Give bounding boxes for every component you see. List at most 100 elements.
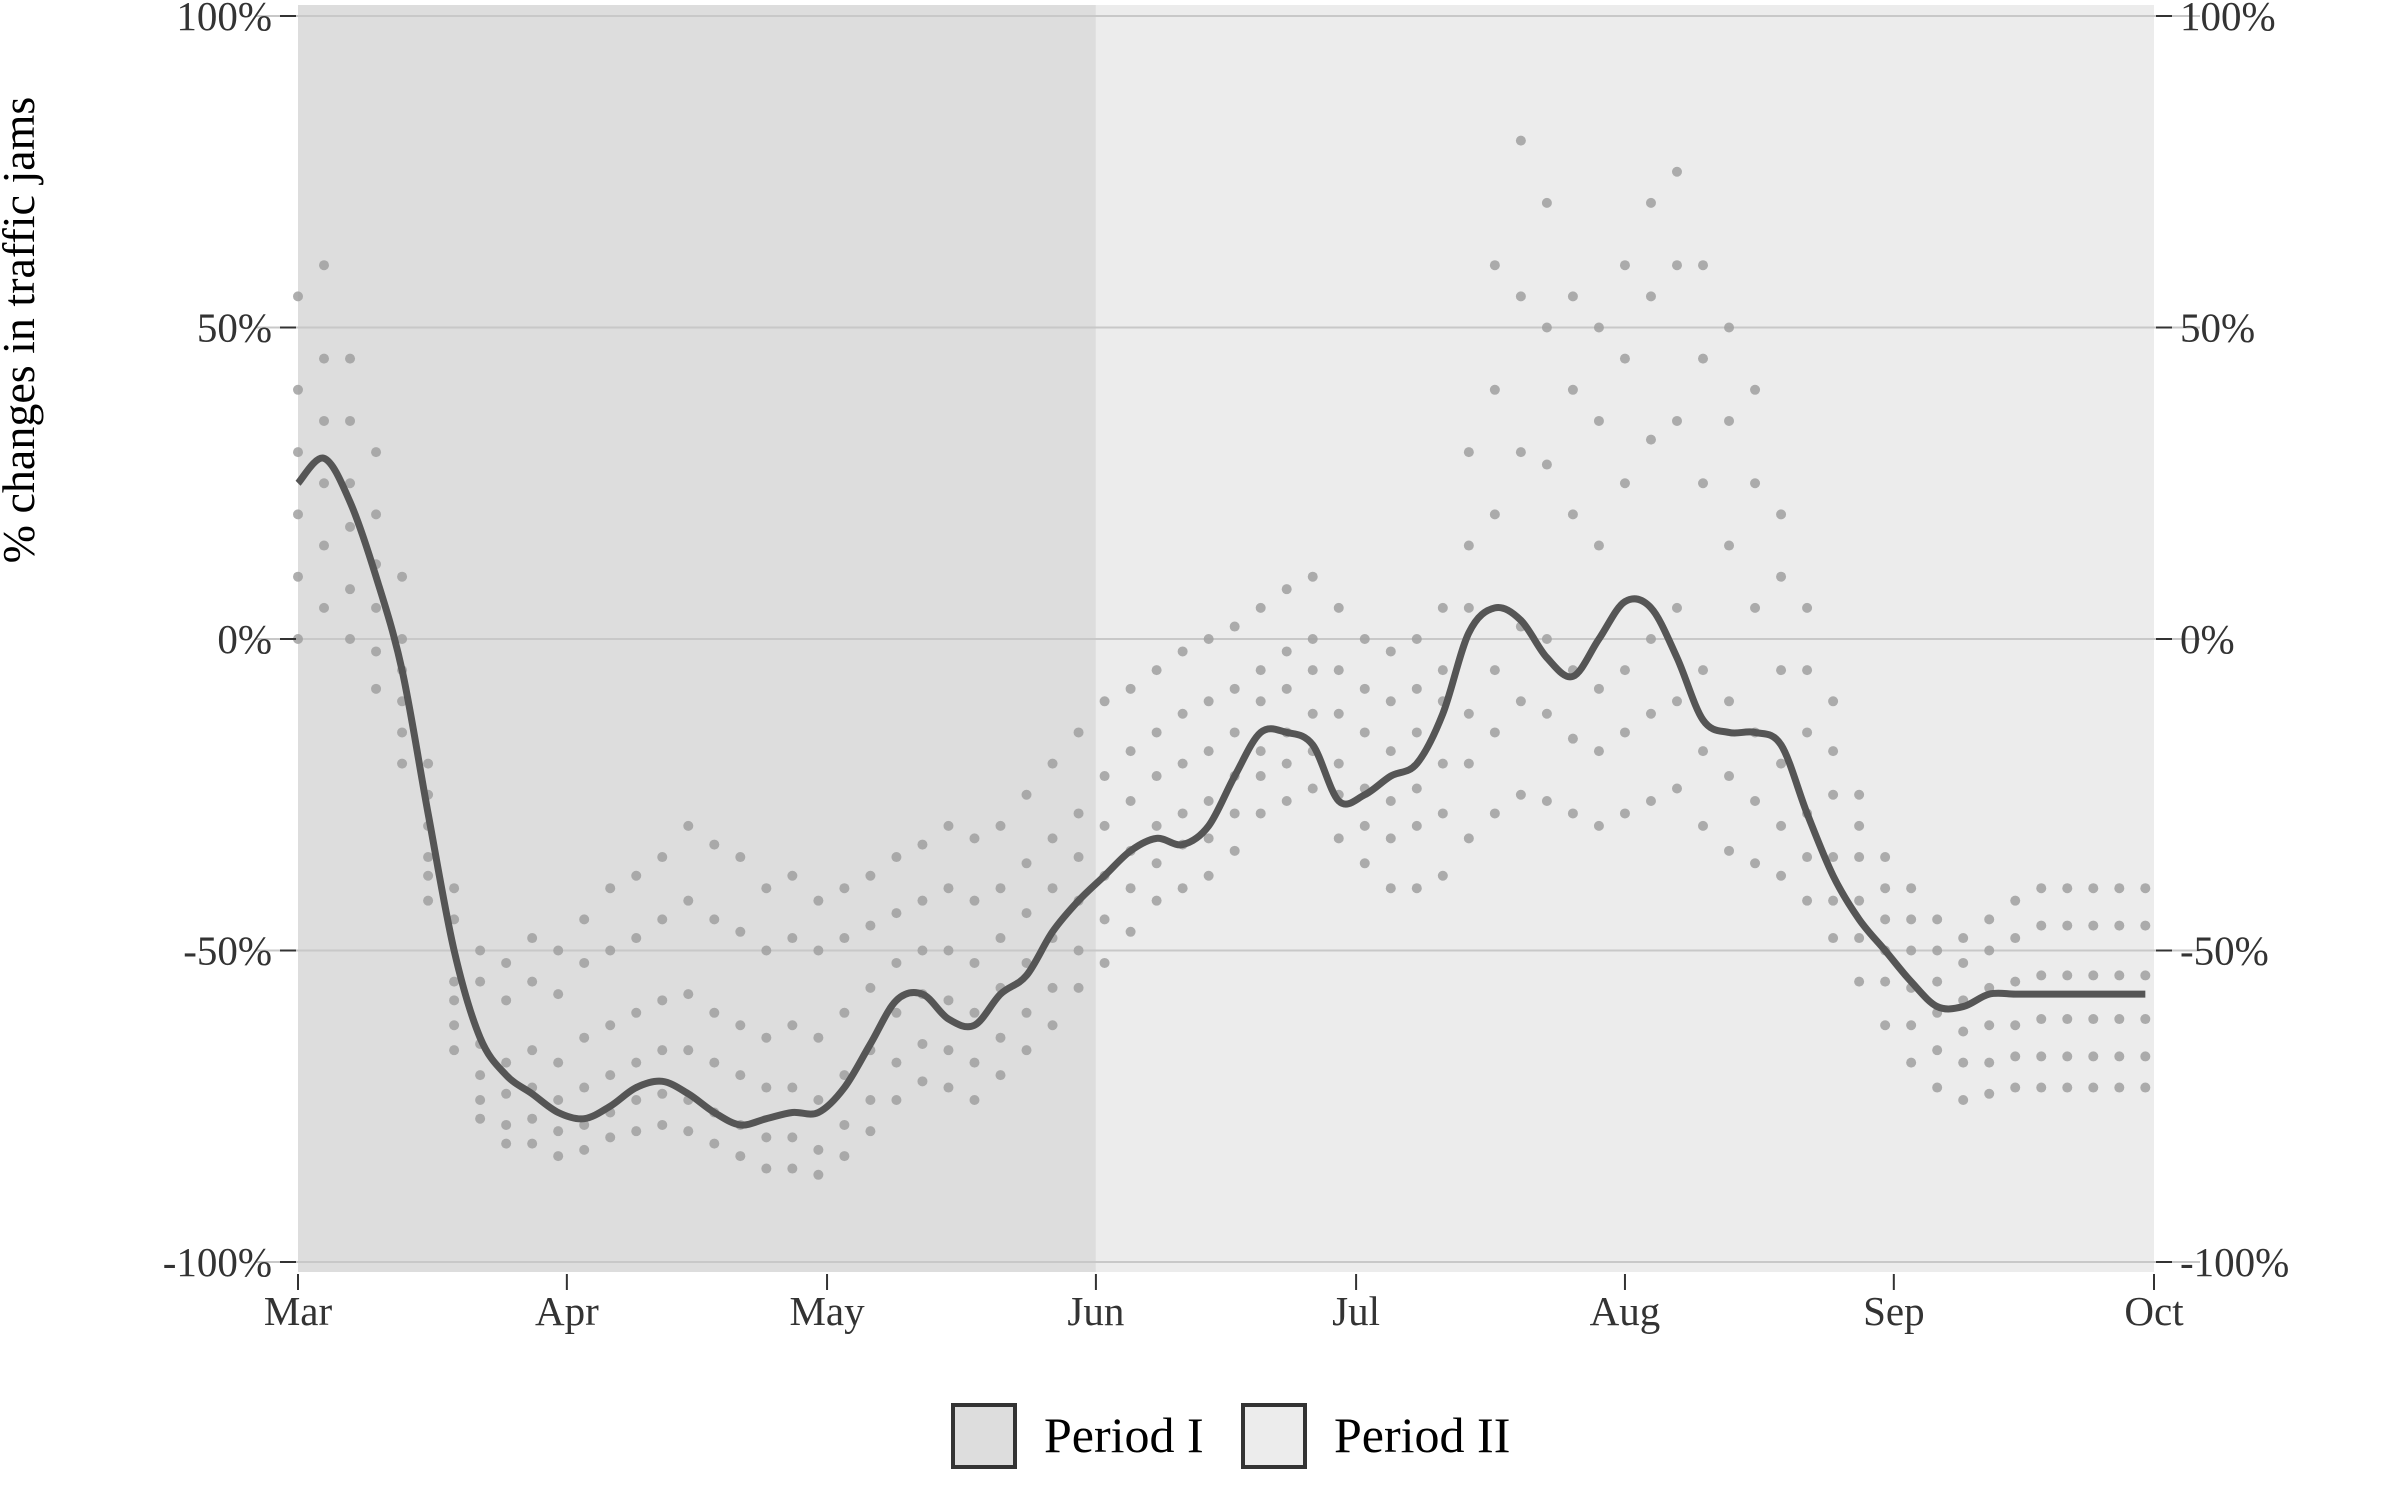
scatter-point	[813, 895, 824, 906]
scatter-point	[1593, 820, 1604, 831]
scatter-point	[1359, 634, 1370, 644]
scatter-point	[735, 1151, 746, 1162]
scatter-point	[397, 727, 408, 738]
scatter-point	[553, 1095, 564, 1106]
scatter-point	[995, 820, 1006, 831]
legend-swatch-2	[1241, 1403, 1307, 1469]
scatter-point	[1593, 540, 1604, 551]
scatter-point	[1021, 908, 1032, 919]
scatter-point	[761, 1082, 772, 1093]
scatter-point	[293, 384, 303, 395]
scatter-point	[1437, 870, 1448, 881]
y-tick-label-right: 50%	[2180, 305, 2255, 351]
scatter-point	[1880, 852, 1891, 863]
scatter-point	[1619, 260, 1630, 271]
scatter-point	[787, 933, 798, 944]
scatter-point	[1698, 478, 1709, 489]
scatter-point	[319, 602, 330, 613]
scatter-point	[813, 945, 824, 956]
scatter-point	[1802, 895, 1813, 906]
scatter-point	[1645, 634, 1656, 644]
scatter-point	[527, 1138, 538, 1149]
scatter-point	[1255, 602, 1266, 613]
scatter-point	[1619, 727, 1630, 738]
scatter-point	[2114, 970, 2125, 981]
scatter-point	[2114, 1051, 2125, 1062]
scatter-point	[1619, 478, 1630, 489]
scatter-point	[1385, 833, 1396, 844]
scatter-point	[579, 914, 590, 925]
scatter-point	[345, 521, 356, 532]
scatter-point	[969, 1095, 980, 1106]
scatter-point	[1958, 1026, 1969, 1037]
scatter-point	[319, 260, 330, 271]
scatter-point	[1021, 789, 1032, 800]
scatter-point	[371, 447, 382, 458]
scatter-point	[1515, 789, 1526, 800]
scatter-point	[1281, 758, 1292, 769]
scatter-point	[1750, 384, 1761, 395]
scatter-point	[1698, 260, 1709, 271]
scatter-point	[657, 1045, 668, 1056]
scatter-point	[1125, 883, 1136, 894]
x-tick-label: Jul	[1332, 1288, 1380, 1334]
scatter-point	[2010, 895, 2021, 906]
scatter-point	[319, 415, 330, 426]
scatter-point	[1177, 646, 1188, 657]
scatter-point	[2088, 970, 2099, 981]
scatter-point	[839, 1151, 850, 1162]
scatter-point	[1333, 665, 1344, 676]
scatter-point	[1619, 665, 1630, 676]
scatter-point	[683, 1126, 694, 1137]
scatter-point	[1281, 584, 1292, 595]
scatter-point	[1307, 708, 1318, 719]
scatter-point	[1828, 789, 1839, 800]
scatter-point	[1515, 291, 1526, 302]
scatter-point	[1463, 833, 1474, 844]
scatter-point	[1047, 1020, 1058, 1031]
scatter-point	[475, 976, 486, 987]
scatter-point	[2114, 1014, 2125, 1025]
scatter-point	[1854, 895, 1865, 906]
scatter-point	[1151, 858, 1162, 869]
scatter-point	[631, 1126, 642, 1137]
scatter-point	[1932, 1082, 1943, 1093]
scatter-point	[1151, 820, 1162, 831]
scatter-point	[1177, 808, 1188, 819]
scatter-point	[943, 995, 954, 1006]
scatter-point	[1385, 746, 1396, 757]
scatter-point	[969, 833, 980, 844]
scatter-point	[2088, 883, 2099, 894]
scatter-point	[787, 1020, 798, 1031]
scatter-point	[1333, 758, 1344, 769]
scatter-point	[1177, 883, 1188, 894]
scatter-point	[501, 1119, 512, 1130]
scatter-point	[1021, 957, 1032, 968]
scatter-point	[475, 1095, 486, 1106]
y-axis-title: % changes in traffic jams	[0, 97, 44, 564]
scatter-point	[1515, 447, 1526, 458]
scatter-point	[501, 1138, 512, 1149]
scatter-point	[2010, 976, 2021, 987]
scatter-point	[1645, 291, 1656, 302]
scatter-point	[1698, 746, 1709, 757]
scatter-point	[1099, 957, 1110, 968]
scatter-point	[813, 1032, 824, 1043]
scatter-point	[1177, 758, 1188, 769]
scatter-point	[527, 1045, 538, 1056]
scatter-point	[1203, 795, 1214, 806]
scatter-point	[2036, 1082, 2047, 1093]
scatter-point	[1099, 820, 1110, 831]
scatter-point	[553, 1151, 564, 1162]
scatter-point	[891, 957, 902, 968]
scatter-point	[605, 1132, 616, 1143]
scatter-point	[1645, 795, 1656, 806]
scatter-point	[995, 883, 1006, 894]
scatter-point	[865, 1095, 876, 1106]
scatter-point	[839, 883, 850, 894]
scatter-point	[1984, 1020, 1995, 1031]
scatter-point	[449, 1045, 460, 1056]
scatter-point	[397, 758, 408, 769]
scatter-point	[1802, 852, 1813, 863]
scatter-point	[2036, 1014, 2047, 1025]
